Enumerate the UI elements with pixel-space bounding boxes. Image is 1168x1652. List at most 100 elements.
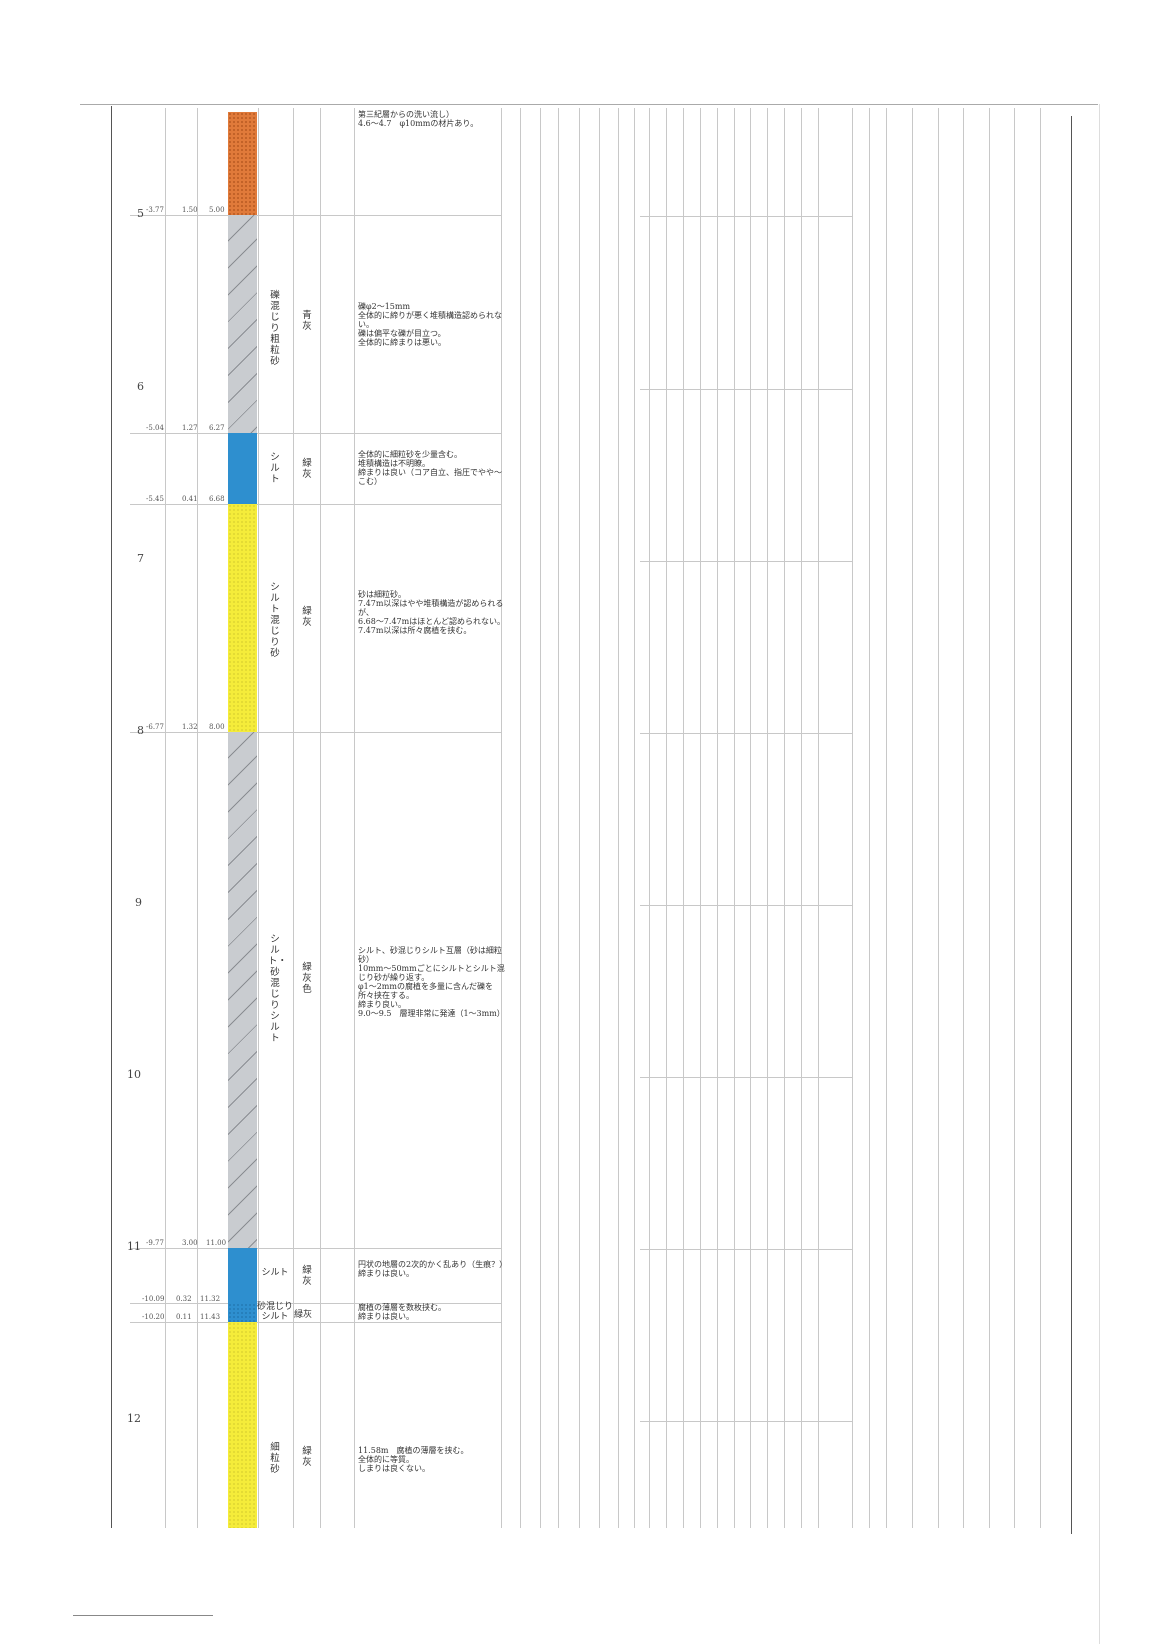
column-line	[540, 108, 541, 1528]
depth-label: 8	[137, 724, 144, 737]
column-line	[666, 108, 667, 1528]
layer-description: 砂は細粒砂。 7.47m以深はやや堆積構造が認められるが、 6.68〜7.47m…	[358, 590, 505, 635]
frame-top-line	[80, 104, 1098, 105]
meter-grid-line	[640, 1249, 852, 1250]
column-line	[599, 108, 600, 1528]
layer-description: 第三紀層からの洗い流し） 4.6〜4.7 φ10mmの材片あり。	[358, 110, 479, 128]
meter-grid-line	[640, 905, 852, 906]
column-line	[558, 108, 559, 1528]
frame-left-line	[111, 106, 112, 1528]
column-line	[683, 108, 684, 1528]
thickness-value: 0.32	[176, 1295, 192, 1303]
column-line	[501, 108, 502, 1528]
elevation-value: -10.20	[142, 1313, 165, 1321]
column-line	[734, 108, 735, 1528]
elevation-value: -6.77	[146, 723, 164, 731]
meter-grid-line	[640, 216, 852, 217]
soil-layer-sandy-silt	[228, 1303, 257, 1322]
layer-description: 腐植の薄層を数枚挟む。 締まりは良い。	[358, 1303, 446, 1321]
soil-layer-gravel	[228, 112, 257, 215]
thickness-value: 0.41	[182, 495, 198, 503]
column-line	[912, 108, 913, 1528]
meter-grid-line	[640, 561, 852, 562]
column-line	[886, 108, 887, 1528]
column-line	[750, 108, 751, 1528]
depth-label: 11	[127, 1240, 141, 1253]
soil-layer-silt	[228, 433, 257, 504]
elevation-value: -9.77	[146, 1239, 164, 1247]
depth-label: 7	[137, 552, 144, 565]
depth-value: 6.27	[209, 424, 225, 432]
soil-name: 礫混じり粗粒砂	[270, 290, 280, 367]
frame-right-line	[1071, 116, 1072, 1534]
column-line	[869, 108, 870, 1528]
depth-label: 5	[137, 207, 144, 220]
depth-value: 11.00	[206, 1239, 227, 1247]
frame-bottom-line	[73, 1615, 213, 1616]
thickness-value: 0.11	[176, 1313, 192, 1321]
meter-grid-line	[640, 1421, 852, 1422]
column-line	[989, 108, 990, 1528]
soil-name: シルト混じり砂	[270, 582, 280, 659]
color-name: 緑灰	[302, 1446, 312, 1468]
column-line	[354, 108, 355, 1528]
depth-label: 12	[127, 1412, 141, 1425]
color-name: 緑灰	[302, 606, 312, 628]
layer-description: 円状の地層の2次的かく乱あり（生痕？） 締まりは良い。	[358, 1260, 508, 1278]
column-line	[1014, 108, 1015, 1528]
thickness-value: 1.27	[182, 424, 198, 432]
depth-value: 6.68	[209, 495, 225, 503]
soil-name: 砂混じりシルト	[256, 1302, 293, 1322]
column-line	[818, 108, 819, 1528]
column-line	[320, 108, 321, 1528]
column-line	[579, 108, 580, 1528]
depth-value: 11.43	[200, 1313, 221, 1321]
elevation-value: -3.77	[146, 206, 164, 214]
layer-boundary-line	[130, 504, 502, 505]
column-line	[1040, 108, 1041, 1528]
column-line	[938, 108, 939, 1528]
thickness-value: 1.32	[182, 723, 198, 731]
column-line	[649, 108, 650, 1528]
color-name: 青灰	[302, 310, 312, 332]
column-line	[852, 108, 853, 1528]
layer-boundary-line	[130, 215, 502, 216]
column-line	[520, 108, 521, 1528]
layer-description: シルト、砂混じりシルト互層（砂は細粒砂） 10mm〜50mmごとにシルトとシルト…	[358, 946, 505, 1018]
depth-value: 8.00	[209, 723, 225, 731]
depth-value: 5.00	[209, 206, 225, 214]
layer-description: 全体的に細粒砂を少量含む。 堆積構造は不明瞭。 締まりは良い（コア自立、指圧でや…	[358, 450, 502, 486]
thickness-value: 1.50	[182, 206, 198, 214]
column-line	[700, 108, 701, 1528]
layer-boundary-line	[130, 1303, 502, 1304]
color-name: 緑灰	[294, 1310, 313, 1320]
soil-layer-silt-sandy-silt	[228, 732, 257, 1248]
depth-label: 9	[135, 896, 142, 909]
color-name: 緑灰	[302, 1265, 312, 1287]
column-line	[258, 108, 259, 1528]
soil-name: 細粒砂	[270, 1442, 280, 1475]
soil-name: シルト	[270, 452, 280, 485]
layer-description: 11.58m 腐植の薄層を挟む。 全体的に等質。 しまりは良くない。	[358, 1446, 469, 1473]
elevation-value: -5.45	[146, 495, 164, 503]
depth-value: 11.32	[200, 1295, 221, 1303]
color-name: 緑灰色	[302, 962, 312, 995]
meter-grid-line	[640, 389, 852, 390]
frame-edge-line	[1099, 104, 1100, 1644]
meter-grid-line	[640, 733, 852, 734]
layer-boundary-line	[130, 1248, 502, 1249]
layer-description: 礫φ2〜15mm 全体的に締りが悪く堆積構造認められない。 礫は偏平な礫が目立つ…	[358, 302, 502, 347]
column-line	[801, 108, 802, 1528]
column-line	[963, 108, 964, 1528]
thickness-value: 3.00	[182, 1239, 198, 1247]
column-line	[717, 108, 718, 1528]
layer-boundary-line	[130, 732, 502, 733]
layer-boundary-line	[130, 1322, 502, 1323]
column-line	[618, 108, 619, 1528]
column-line	[634, 108, 635, 1528]
soil-name: シルト・砂混じりシルト	[268, 934, 288, 1044]
soil-layer-silty-sand	[228, 504, 257, 732]
soil-layer-fine-sand	[228, 1322, 257, 1528]
column-line	[784, 108, 785, 1528]
column-line	[197, 108, 198, 1528]
